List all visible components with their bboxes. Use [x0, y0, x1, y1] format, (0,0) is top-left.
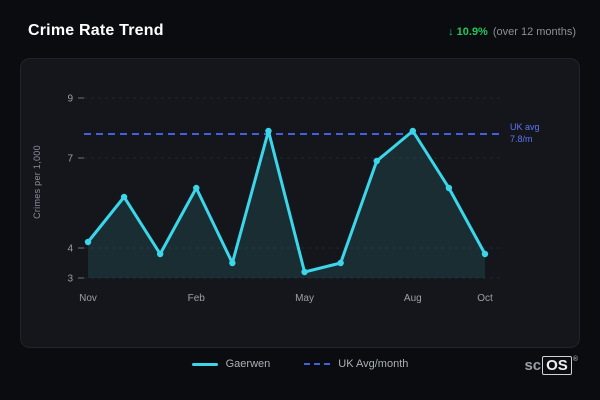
- logo-prefix: sc: [524, 357, 542, 374]
- trend-change-value: ↓ 10.9%: [448, 26, 488, 38]
- svg-text:Feb: Feb: [188, 293, 206, 304]
- line-swatch-icon: [191, 362, 218, 366]
- legend-item-uk-avg[interactable]: UK Avg/month: [304, 358, 408, 370]
- crime-trend-chart: 3 4 7 9 Nov Feb May Aug Oct UK avg 7.8/m: [67, 94, 540, 305]
- logo-boxed-text: OS: [542, 356, 572, 375]
- svg-text:UK avg: UK avg: [510, 122, 540, 132]
- registered-mark: ®: [572, 356, 578, 363]
- svg-text:Aug: Aug: [404, 293, 422, 304]
- svg-text:May: May: [295, 293, 314, 304]
- svg-text:7.8/m: 7.8/m: [510, 134, 533, 144]
- page-title: Crime Rate Trend: [28, 22, 164, 39]
- svg-text:7: 7: [67, 154, 73, 165]
- header: Crime Rate Trend ↓ 10.9% (over 12 months…: [28, 22, 576, 40]
- svg-text:Oct: Oct: [477, 293, 493, 304]
- legend-label: Gaerwen: [225, 358, 271, 370]
- scos-logo: sc OS ®: [524, 356, 578, 375]
- svg-text:9: 9: [67, 94, 73, 105]
- svg-text:4: 4: [67, 244, 73, 255]
- trend-indicator: ↓ 10.9% (over 12 months): [448, 26, 576, 38]
- chart-card: Crimes per 1,000 3 4 7 9 Nov Feb May Aug Oct UK a…: [20, 58, 580, 348]
- dashed-line-swatch-icon: [304, 363, 331, 365]
- legend-item-gaerwen[interactable]: Gaerwen: [191, 358, 271, 370]
- legend-label: UK Avg/month: [338, 358, 409, 370]
- trend-change-period: (over 12 months): [492, 26, 576, 38]
- svg-text:3: 3: [67, 274, 73, 285]
- chart-legend: Gaerwen UK Avg/month: [0, 358, 600, 370]
- svg-text:Nov: Nov: [79, 293, 97, 304]
- footer: Gaerwen UK Avg/month sc OS ®: [0, 354, 600, 384]
